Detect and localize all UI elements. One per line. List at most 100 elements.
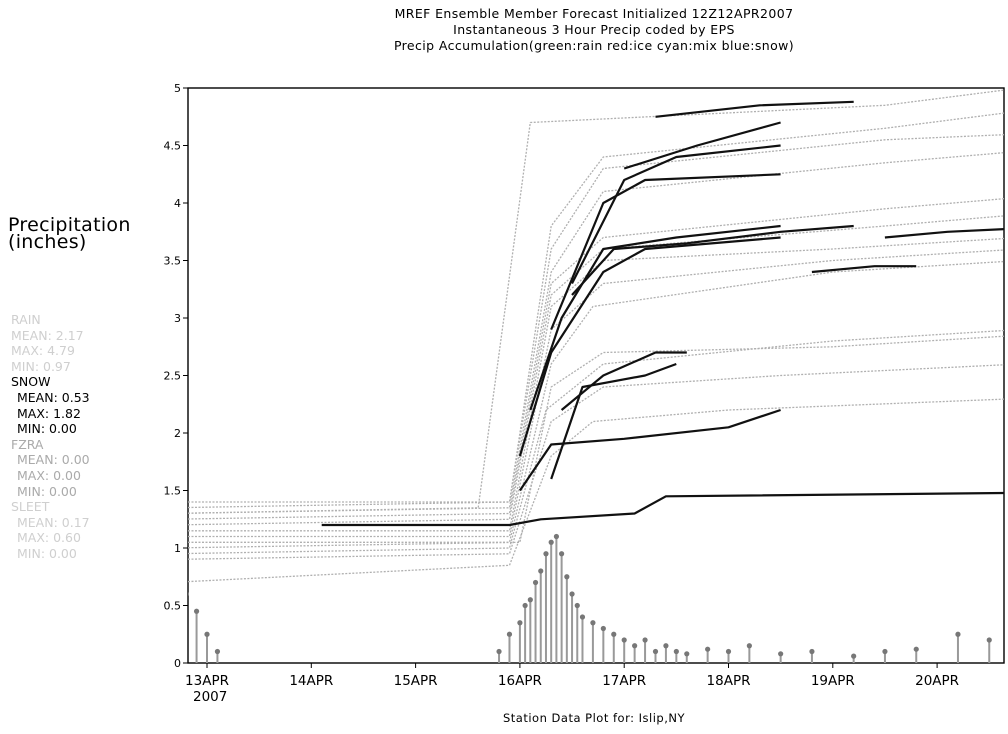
precip-bar-dot-37 (913, 646, 919, 652)
series-snow-14 (518, 408, 781, 492)
precip-bar-dot-31 (725, 648, 732, 655)
stats-snow-mean: MEAN: 0.53 (17, 389, 90, 405)
precip-bar-dot-4 (214, 648, 221, 655)
y-tick-label-6: 3 (174, 312, 181, 325)
stats-fzra-title: FZRA (11, 436, 44, 452)
precip-bar-dot-7 (517, 620, 523, 626)
y-tick-label-1: 0.5 (164, 600, 182, 613)
y-tick-label-4: 2 (174, 427, 181, 440)
chart-title-line-1: MREF Ensemble Member Forecast Initialize… (394, 6, 794, 21)
stats-rain-max: MAX: 4.79 (11, 343, 75, 359)
stats-fzra-mean: MEAN: 0.00 (17, 452, 90, 468)
precip-bar-dot-19 (579, 614, 586, 620)
precip-bar-dot-32 (746, 643, 752, 649)
precip-bar-dot-35 (851, 653, 857, 659)
stats-sleet-max: MAX: 0.60 (17, 530, 81, 546)
x-tick-label-6: 19APR (811, 673, 855, 689)
x-tick-label-0: 13APR (185, 673, 229, 689)
precip-bar-dot-29 (684, 651, 690, 657)
stats-snow-max: MAX: 1.82 (17, 405, 81, 421)
x-tick-label-2: 15APR (394, 673, 438, 689)
precip-bar-dot-15 (559, 551, 565, 557)
precip-bar-dot-1 (188, 592, 189, 596)
precip-bar-dot-38 (955, 631, 961, 637)
precip-bar-dot-24 (632, 643, 638, 649)
series-rain-2 (188, 329, 1004, 555)
series-snow-19 (571, 224, 854, 296)
series-snow-22 (623, 121, 781, 170)
series-snow-23 (655, 100, 854, 118)
precip-bar-dot-34 (809, 648, 815, 655)
stats-rain-mean: MEAN: 2.17 (11, 327, 84, 343)
series-rain-7 (188, 215, 1004, 526)
precip-bar-dot-39 (986, 637, 992, 643)
y-tick-label-7: 3.5 (164, 255, 182, 268)
plot-area (188, 89, 1004, 663)
precip-bar-dot-21 (600, 625, 606, 632)
stats-rain-min: MIN: 0.97 (11, 358, 71, 374)
series-rain-1 (188, 364, 1004, 560)
precip-bar-dot-10 (532, 579, 539, 586)
precip-bar-dot-2 (193, 608, 200, 614)
series-snow-18 (529, 224, 781, 411)
stats-sleet-mean: MEAN: 0.17 (17, 514, 90, 530)
series-rain-6 (188, 237, 1004, 532)
x-year-label: 2007 (193, 689, 227, 705)
plot-frame (187, 87, 1005, 664)
series-rain-11 (188, 112, 1004, 503)
stats-rain-title: RAIN (11, 312, 41, 327)
stats-snow-title: SNOW (11, 374, 51, 390)
y-tick-label-2: 1 (174, 542, 181, 555)
series-rain-12 (188, 89, 1004, 514)
precip-bar-dot-8 (522, 602, 528, 609)
series-snow-15 (550, 362, 677, 480)
y-tick-label-5: 2.5 (164, 370, 182, 383)
x-tick-label-4: 17APR (602, 673, 646, 689)
precip-bar-dot-6 (506, 631, 513, 637)
precip-bar-dot-27 (663, 643, 669, 649)
chart-title-line-3: Precip Accumulation(green:rain red:ice c… (393, 38, 795, 53)
stats-panel: RAIN MEAN: 2.17 MAX: 4.79 MIN: 0.97 SNOW… (11, 312, 90, 562)
series-rain-5 (188, 249, 1004, 538)
y-tick-label-10: 5 (174, 82, 181, 95)
precip-bar-dot-17 (569, 591, 575, 597)
x-tick-label-7: 20APR (915, 673, 959, 689)
precip-bar-dot-20 (590, 620, 596, 626)
y-tick-label-8: 4 (174, 197, 181, 210)
series-snow-25 (884, 227, 1004, 239)
series-rain-8 (188, 198, 1004, 520)
x-tick-label-3: 16APR (498, 673, 542, 689)
series-rain-0 (188, 398, 1004, 583)
precip-bar-dot-33 (778, 651, 784, 657)
x-tick-label-5: 18APR (707, 673, 751, 689)
precip-bar-dot-12 (543, 551, 549, 557)
series-snow-16 (560, 351, 687, 411)
precip-bar-dot-14 (553, 533, 560, 540)
precip-bar-dot-26 (652, 648, 659, 655)
precip-bar-dot-5 (496, 648, 502, 655)
precip-bar-dot-23 (621, 637, 627, 643)
precip-bar-dot-9 (527, 597, 533, 603)
precip-bar-dot-22 (611, 631, 617, 637)
y-tick-label-9: 4.5 (164, 140, 182, 153)
y-tick-label-0: 0 (174, 657, 181, 670)
precip-bar-dot-28 (673, 648, 679, 655)
precip-bar-dot-13 (548, 539, 554, 545)
precip-bar-dot-16 (564, 574, 570, 580)
precip-bar-dot-18 (574, 602, 580, 609)
series-snow-17 (518, 236, 781, 457)
y-axis-label-line-2: (inches) (8, 231, 87, 253)
series-rain-4 (188, 260, 1004, 543)
precip-bar-dot-36 (882, 648, 888, 655)
series-snow-24 (811, 265, 917, 274)
precip-bar-dot-30 (705, 646, 711, 652)
stats-fzra-min: MIN: 0.00 (17, 483, 77, 499)
x-tick-label-1: 14APR (289, 673, 333, 689)
series-rain-9 (188, 152, 1004, 514)
series-snow-13 (321, 491, 1004, 527)
series-snow-20 (550, 173, 781, 330)
chart-title-line-2: Instantaneous 3 Hour Precip coded by EPS (453, 22, 735, 37)
y-axis-label-line-1: Precipitation (8, 214, 131, 236)
precip-bar-dot-3 (204, 631, 210, 637)
